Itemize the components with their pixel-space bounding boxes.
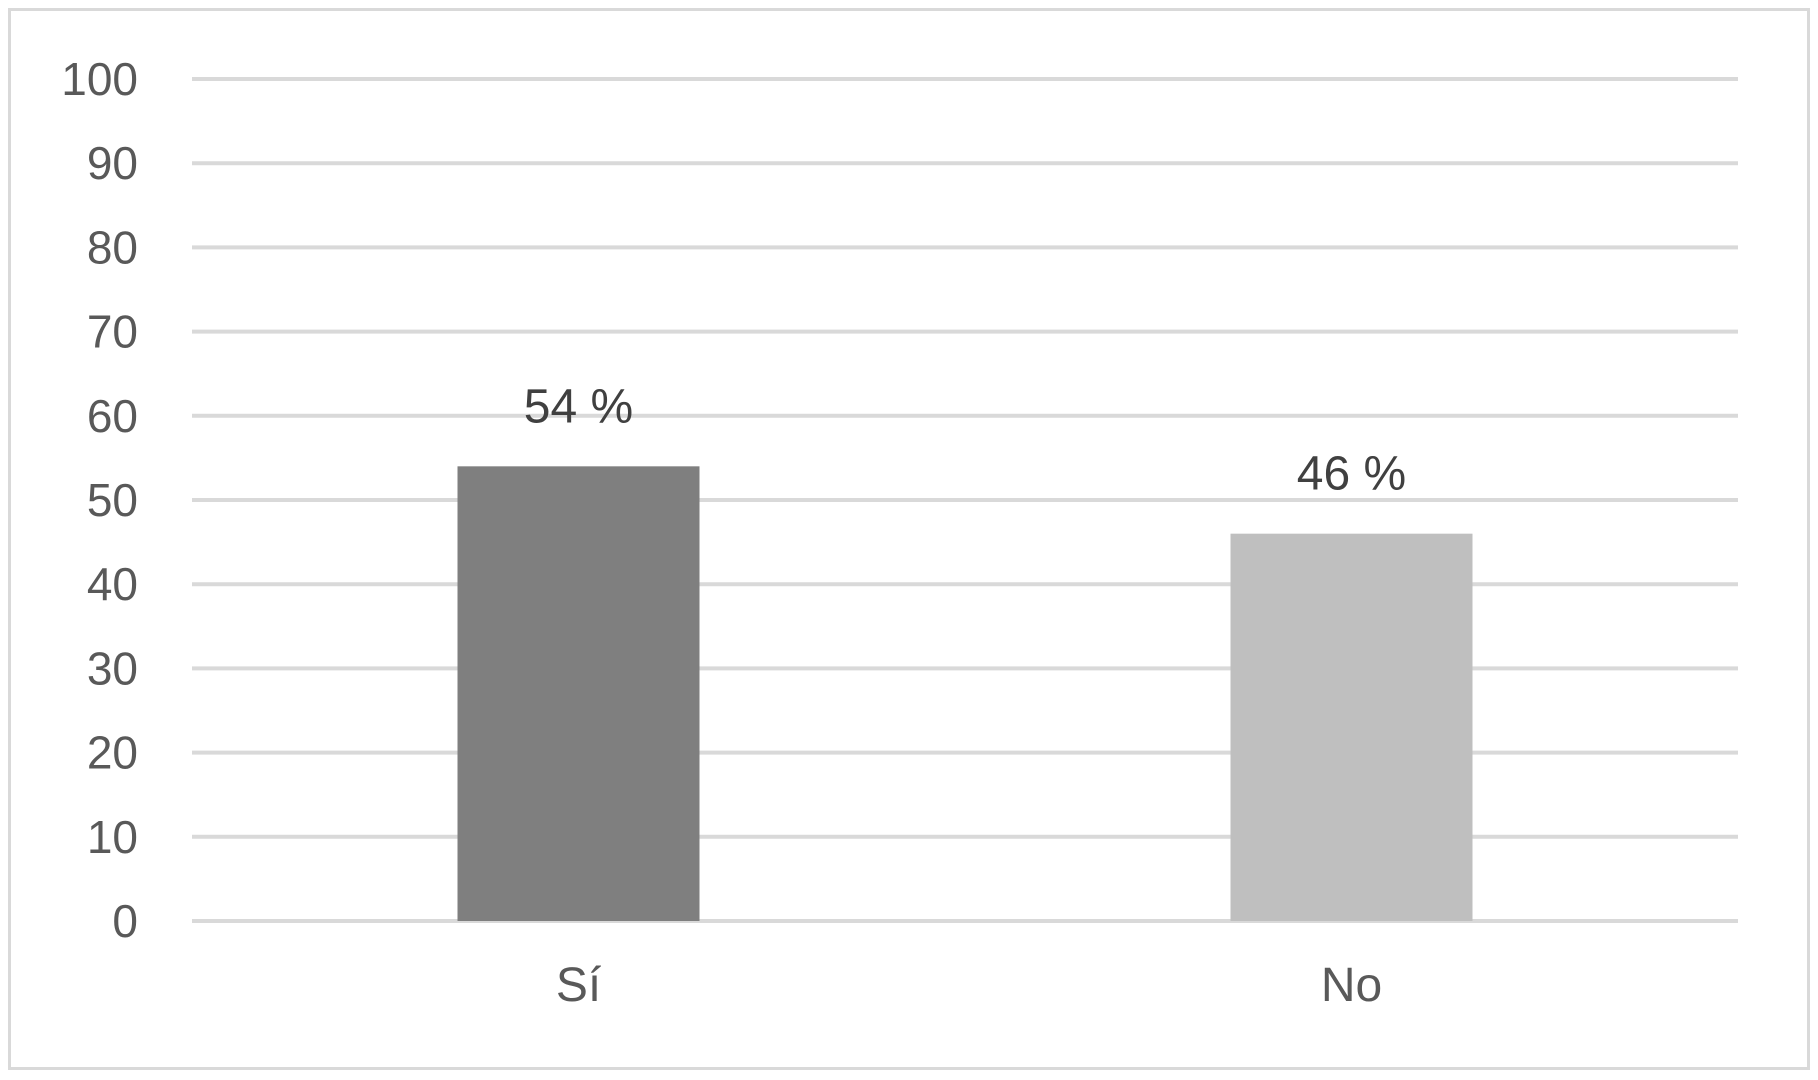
x-axis-category-labels: Sí No — [556, 959, 1382, 1012]
y-tick-label: 70 — [87, 306, 138, 358]
y-tick-label: 100 — [61, 53, 138, 105]
bar-chart: 0 10 20 30 40 50 60 70 80 90 100 54 % 46 % Sí No — [61, 53, 1738, 1012]
bar-2 — [1230, 533, 1473, 921]
y-tick-label: 90 — [87, 137, 138, 189]
bar-1 — [457, 466, 700, 921]
y-tick-label: 10 — [87, 811, 138, 863]
chart-frame: 0 10 20 30 40 50 60 70 80 90 100 54 % 46 % Sí No — [8, 8, 1810, 1070]
y-tick-label: 60 — [87, 390, 138, 442]
gridlines — [192, 77, 1738, 923]
y-tick-label: 80 — [87, 221, 138, 273]
y-tick-label: 0 — [112, 895, 138, 947]
bars — [457, 466, 1473, 921]
data-labels: 54 % 46 % — [524, 380, 1406, 500]
data-label: 54 % — [524, 380, 633, 433]
y-tick-label: 40 — [87, 558, 138, 610]
y-tick-label: 50 — [87, 474, 138, 526]
x-category-label: No — [1321, 959, 1382, 1012]
y-axis-tick-labels: 0 10 20 30 40 50 60 70 80 90 100 — [61, 53, 138, 947]
y-tick-label: 20 — [87, 727, 138, 779]
x-category-label: Sí — [556, 959, 602, 1012]
y-tick-label: 30 — [87, 642, 138, 694]
data-label: 46 % — [1297, 448, 1406, 501]
